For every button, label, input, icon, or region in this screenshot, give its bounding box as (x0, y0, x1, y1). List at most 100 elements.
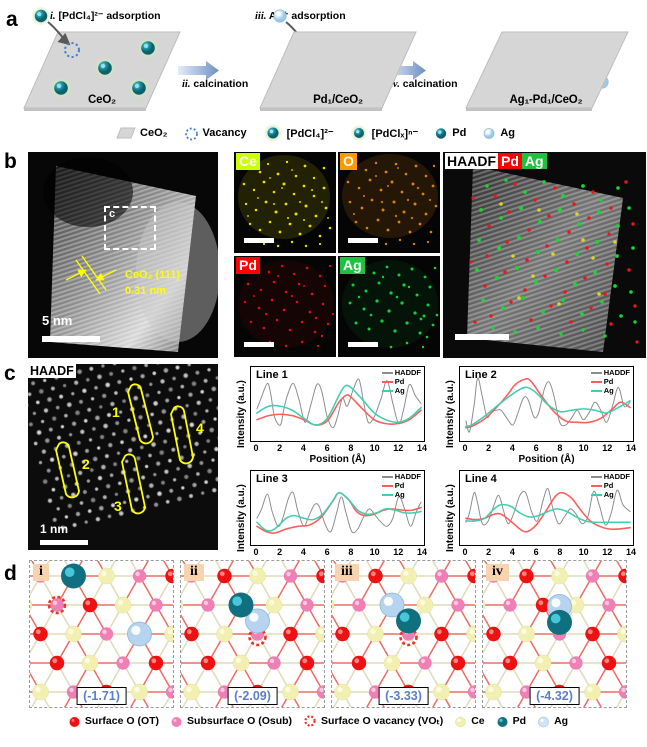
scalebar-5nm (42, 336, 100, 342)
xtick: 14 (625, 443, 637, 453)
overlay-tag-haadf: HAADF (445, 153, 498, 169)
ag-icon (538, 716, 549, 727)
chart4-legend-pd: Pd (590, 481, 630, 490)
chart2-title: Line 2 (465, 369, 497, 381)
xtick: 10 (369, 443, 380, 453)
chart3-plot (256, 491, 422, 534)
chart1-legend: HADDF Pd Ag (381, 368, 421, 395)
xtick: 10 (578, 443, 589, 453)
chart2-ylabel: Intensity (a.u.) (445, 380, 456, 448)
dft-roman-i: i (33, 564, 49, 581)
halo-atom-small-icon (350, 124, 368, 142)
chart-line-4: Line 4 HADDF Pd Ag (459, 470, 634, 546)
legend-label-vacancy: Vacancy (202, 127, 247, 139)
xtick: 6 (533, 443, 539, 453)
scalebar-label-5nm: 5 nm (42, 313, 73, 328)
dft-cell-iv: iv (-4.32) (482, 560, 627, 708)
scalebar-ce (244, 238, 274, 243)
xtick: 12 (602, 443, 613, 453)
eds-tag-ce: Ce (236, 153, 260, 170)
eds-tag-pd: Pd (236, 257, 260, 274)
chart3-legend: HADDF Pd Ag (381, 472, 421, 499)
xtick: 8 (557, 443, 563, 453)
scalebar-overlay (455, 334, 509, 340)
legend-item-ceo2: CeO₂ (116, 126, 168, 140)
chart1-plot (256, 378, 422, 429)
scalebar-1nm (40, 540, 88, 545)
dft-structure-iv (483, 561, 626, 707)
legend-item-vacancy: Vacancy (184, 126, 247, 141)
haadf-tag-panel-c: HAADF (28, 364, 76, 378)
legend-surface-o: Surface O (OT) (68, 715, 159, 728)
chart3-ylabel: Intensity (a.u.) (236, 484, 247, 552)
dft-structure-i (30, 561, 173, 707)
step-label-iii: iii. Ag⁺ adsorption (255, 10, 346, 22)
chart2-legend-pd: Pd (590, 377, 630, 386)
dft-roman-ii: ii (184, 564, 204, 581)
xtick: 14 (625, 547, 637, 557)
roi-capsule-overlay (55, 383, 194, 515)
chart3-legend-pd: Pd (381, 481, 421, 490)
xtick: 12 (393, 547, 404, 557)
haadf-eds-overlay-image: HAADF Pd Ag (443, 152, 646, 358)
chart1-legend-haddf: HADDF (381, 368, 421, 377)
scalebar-o (348, 238, 378, 243)
scalebar-label-1nm: 1 nm (40, 522, 69, 536)
xtick: 0 (253, 443, 259, 453)
chart3-title: Line 3 (256, 473, 288, 485)
dft-structure-ii (181, 561, 324, 707)
chart2-xlabel: Position (Å) (518, 454, 575, 465)
panel-a-legend: CeO₂ Vacancy [PdCl₄]²⁻ [PdClₓ]ⁿ⁻ Pd (0, 120, 647, 146)
xtick: 6 (324, 547, 330, 557)
eds-map-ce: Ce (234, 152, 336, 253)
legend-ag: Ag (537, 715, 568, 728)
slab-pd1-ceo2 (258, 30, 418, 112)
ag-atom-icon (483, 128, 495, 139)
slab-square-icon (116, 127, 136, 139)
panel-b-microscopy: b (0, 148, 647, 362)
legend-label-pdclx: [PdClₓ]ⁿ⁻ (371, 127, 419, 140)
xtick: 6 (324, 443, 330, 453)
chart2-plot (465, 377, 631, 433)
legend-subsurface-o: Subsurface O (Osub) (170, 715, 292, 728)
panel-d-letter: d (4, 562, 17, 585)
chart-line-3: Line 3 HADDF Pd Ag (250, 470, 425, 546)
chart1-xlabel: Position (Å) (309, 454, 366, 465)
eds-map-ag: Ag (338, 256, 440, 357)
xtick: 0 (462, 443, 468, 453)
chart2-legend-ag: Ag (590, 386, 630, 395)
xtick: 0 (253, 547, 259, 557)
xtick: 4 (509, 547, 515, 557)
xtick: 6 (533, 547, 539, 557)
slab-label-pd1-ceo2: Pd₁/CeO₂ (313, 94, 363, 106)
panel-d-legend: Surface O (OT) Subsurface O (Osub) Surfa… (0, 714, 647, 728)
legend-item-pdclx: [PdClₓ]ⁿ⁻ (350, 124, 419, 142)
step-label-iv: iv. calcination (390, 78, 458, 90)
chart1-title: Line 1 (256, 369, 288, 381)
step-label-ii: ii. calcination (182, 78, 249, 90)
surface-o-vacancy-icon (304, 715, 316, 727)
xtick: 12 (602, 547, 613, 557)
chart4-title: Line 4 (465, 473, 497, 485)
slab-label-ag1pd1-ceo2: Ag₁-Pd₁/CeO₂ (509, 94, 583, 106)
chart1-legend-pd: Pd (381, 377, 421, 386)
chart1-legend-ag: Ag (381, 386, 421, 395)
dft-roman-iv: iv (486, 564, 509, 581)
dft-energy-iv: (-4.32) (529, 687, 580, 705)
dft-energy-iii: (-3.33) (378, 687, 429, 705)
chart4-legend-ag: Ag (590, 490, 630, 499)
roi-dashbox-c: c (104, 206, 156, 250)
panel-d-dft-models: d i (-1.71) ii (-2.09) iii (-3.33) iv (-… (0, 554, 647, 747)
slab-label-ceo2: CeO₂ (88, 94, 116, 106)
roi-number-1: 1 (112, 404, 120, 420)
chart3-legend-ag: Ag (381, 490, 421, 499)
legend-label-pd: Pd (452, 127, 467, 139)
xtick: 4 (509, 443, 515, 453)
chart-line-1: Line 1 HADDF Pd Ag (250, 366, 425, 442)
surface-o-icon (69, 716, 80, 727)
panel-c-letter: c (4, 362, 16, 385)
subsurface-o-icon (171, 716, 182, 727)
overlay-tag-group: HAADF Pd Ag (445, 153, 547, 169)
lattice-spacing-label: 0.31 nm (125, 285, 166, 297)
xtick: 8 (348, 443, 354, 453)
